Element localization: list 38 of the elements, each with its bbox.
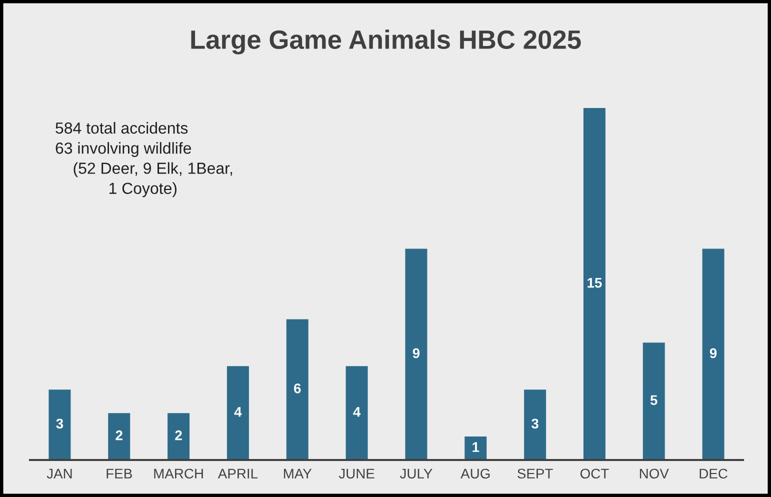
x-tick-label: JUNE [338, 468, 374, 479]
x-tick-label: FEB [106, 468, 132, 478]
data-label: 2 [175, 430, 182, 440]
x-tick-label: OCT [580, 468, 609, 479]
bar [524, 390, 546, 460]
x-tick-label: MAY [284, 468, 312, 478]
bar [48, 390, 71, 460]
x-tick-label: MARCH [154, 468, 203, 479]
data-label: 6 [294, 383, 301, 394]
x-tick-label: AUG [460, 468, 490, 479]
data-label: 3 [532, 418, 538, 429]
bar [286, 319, 308, 460]
data-label: 1 [472, 442, 480, 452]
bar [464, 436, 487, 460]
x-tick-label: APRIL [218, 468, 258, 478]
x-tick-label: JULY [400, 468, 432, 479]
x-tick-label: JAN [46, 468, 72, 479]
data-label: 5 [650, 395, 658, 406]
data-label: 9 [710, 348, 717, 358]
bar [108, 413, 130, 460]
data-label: 2 [116, 430, 122, 440]
data-label: 4 [234, 407, 242, 417]
bar [583, 108, 606, 460]
x-tick-label: NOV [640, 468, 669, 479]
chart-title: Large Game Animals HBC 2025 [191, 30, 581, 54]
bar [702, 248, 724, 460]
x-tick-label: DEC [700, 468, 728, 479]
bar [226, 366, 249, 460]
bar [642, 342, 665, 460]
data-label: 3 [56, 418, 64, 429]
x-tick-label: SEPT [518, 468, 553, 479]
data-label: 4 [353, 407, 361, 417]
bar [168, 413, 190, 460]
bar [405, 248, 428, 460]
data-label: 9 [412, 348, 420, 358]
data-label: 15 [588, 278, 602, 288]
bar [346, 366, 368, 460]
annotation: 584 total accidents 63 involving wildlife (52 Deer, 9 Elk, 1Bear, 1 Coyote) [56, 122, 232, 198]
